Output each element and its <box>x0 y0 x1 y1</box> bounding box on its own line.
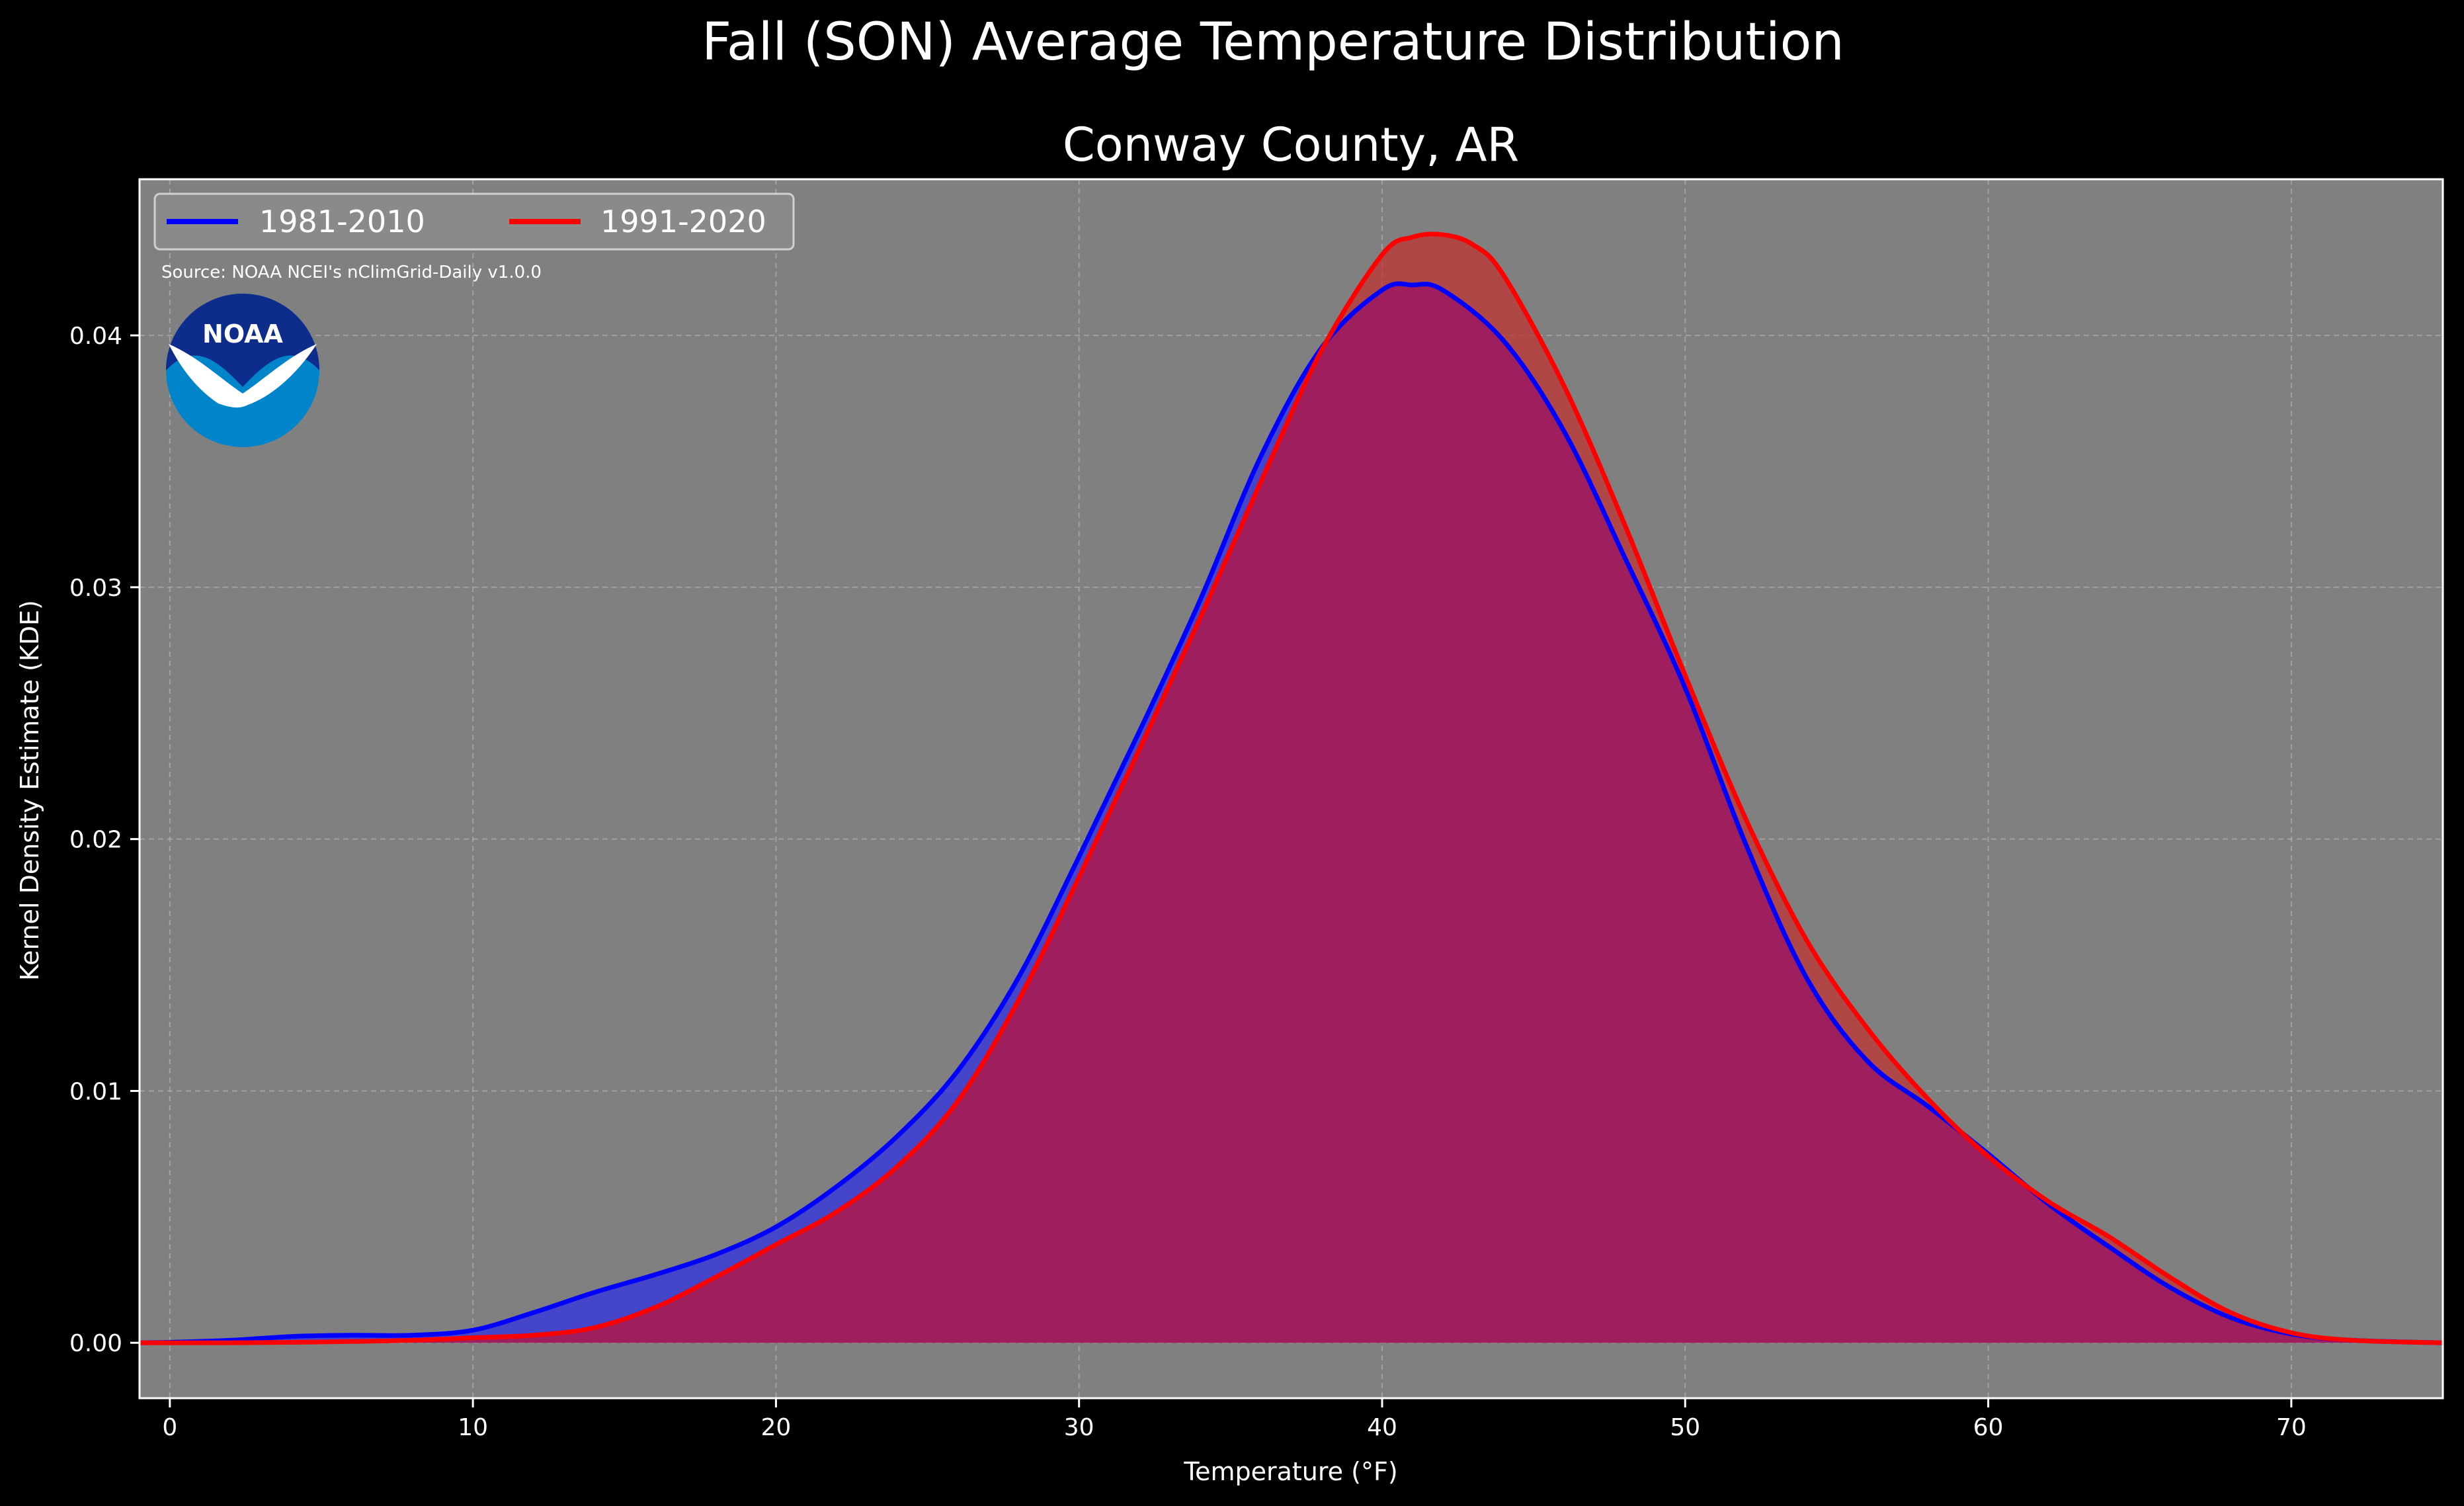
legend-box <box>153 192 795 251</box>
x-tick-label: 10 <box>458 1414 488 1441</box>
y-tick-label: 0.02 <box>69 827 122 854</box>
density-areas <box>140 233 2443 1343</box>
legend-label-1991-2020: 1991-2020 <box>600 204 766 239</box>
suptitle: Fall (SON) Average Temperature Distribut… <box>702 13 1844 72</box>
density-lines <box>140 231 2443 1345</box>
x-tick-label: 50 <box>1670 1414 1700 1441</box>
x-axis-label: Temperature (°F) <box>1183 1457 1397 1486</box>
legend: 1981-2010 1991-2020 <box>153 192 795 251</box>
y-tick-label: 0.00 <box>69 1330 122 1357</box>
overlap-area <box>140 283 2443 1343</box>
y-axis-ticks: 0.00 0.01 0.02 0.03 0.04 <box>69 323 140 1357</box>
chart-title: Conway County, AR <box>1063 118 1519 172</box>
noaa-logo-label: NOAA <box>202 319 283 349</box>
x-tick-label: 30 <box>1064 1414 1094 1441</box>
legend-label-1981-2010: 1981-2010 <box>259 204 425 239</box>
x-tick-label: 0 <box>162 1414 177 1441</box>
x-tick-label: 20 <box>761 1414 792 1441</box>
noaa-logo-icon: NOAA <box>166 294 319 447</box>
x-axis-ticks: 0 10 20 30 40 50 60 70 <box>162 1398 2307 1441</box>
series-line-1991-2020 <box>140 231 2443 1345</box>
y-axis-label: Kernel Density Estimate (KDE) <box>15 600 44 981</box>
x-tick-label: 70 <box>2276 1414 2307 1441</box>
source-annotation: Source: NOAA NCEI's nClimGrid-Daily v1.0… <box>161 263 542 282</box>
y-tick-label: 0.04 <box>69 323 122 350</box>
x-tick-label: 60 <box>1973 1414 2004 1441</box>
plot-frame <box>138 178 2444 1400</box>
y-tick-label: 0.01 <box>69 1078 122 1105</box>
y-tick-label: 0.03 <box>69 575 122 602</box>
x-tick-label: 40 <box>1367 1414 1397 1441</box>
